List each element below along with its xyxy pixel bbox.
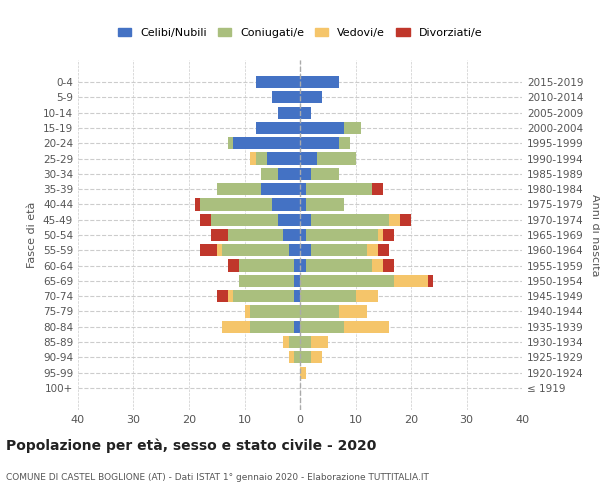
Bar — [300, 352, 311, 364]
Bar — [300, 214, 311, 226]
Bar — [372, 183, 383, 195]
Bar — [300, 198, 305, 210]
Bar — [228, 290, 233, 302]
Bar — [305, 260, 372, 272]
Bar — [217, 183, 261, 195]
Bar — [239, 260, 295, 272]
Bar — [278, 168, 300, 180]
Bar — [261, 183, 300, 195]
Bar — [311, 352, 322, 364]
Bar — [289, 352, 295, 364]
Bar — [300, 76, 339, 88]
Bar — [245, 306, 250, 318]
Bar — [372, 260, 383, 272]
Bar — [289, 244, 300, 256]
Bar — [300, 91, 322, 104]
Bar — [300, 183, 305, 195]
Bar — [261, 168, 278, 180]
Bar — [317, 152, 355, 164]
Bar — [300, 336, 311, 348]
Bar — [305, 198, 344, 210]
Bar — [295, 352, 300, 364]
Y-axis label: Anni di nascita: Anni di nascita — [590, 194, 600, 276]
Bar — [289, 336, 300, 348]
Bar — [300, 152, 317, 164]
Bar — [194, 198, 200, 210]
Bar — [378, 244, 389, 256]
Bar — [239, 275, 295, 287]
Bar — [300, 122, 344, 134]
Bar — [311, 336, 328, 348]
Bar — [300, 320, 344, 333]
Bar — [272, 198, 300, 210]
Bar — [295, 275, 300, 287]
Bar — [250, 320, 295, 333]
Bar — [311, 214, 389, 226]
Legend: Celibi/Nubili, Coniugati/e, Vedovi/e, Divorziati/e: Celibi/Nubili, Coniugati/e, Vedovi/e, Di… — [113, 24, 487, 42]
Bar — [256, 152, 266, 164]
Bar — [256, 122, 300, 134]
Bar — [211, 229, 228, 241]
Text: Popolazione per età, sesso e stato civile - 2020: Popolazione per età, sesso e stato civil… — [6, 438, 376, 453]
Y-axis label: Fasce di età: Fasce di età — [28, 202, 37, 268]
Bar — [295, 260, 300, 272]
Bar — [250, 306, 300, 318]
Bar — [355, 290, 378, 302]
Bar — [311, 244, 367, 256]
Bar — [344, 122, 361, 134]
Bar — [394, 275, 428, 287]
Bar — [217, 244, 222, 256]
Bar — [300, 290, 355, 302]
Bar — [200, 198, 272, 210]
Bar — [339, 137, 350, 149]
Bar — [283, 336, 289, 348]
Bar — [256, 76, 300, 88]
Bar — [250, 152, 256, 164]
Bar — [200, 214, 211, 226]
Bar — [222, 244, 289, 256]
Bar — [305, 229, 378, 241]
Bar — [266, 152, 300, 164]
Bar — [300, 229, 305, 241]
Bar — [300, 168, 311, 180]
Bar — [400, 214, 411, 226]
Bar — [300, 366, 305, 379]
Bar — [383, 260, 394, 272]
Bar — [233, 137, 300, 149]
Bar — [295, 290, 300, 302]
Bar — [378, 229, 383, 241]
Bar — [200, 244, 217, 256]
Bar — [300, 244, 311, 256]
Bar — [211, 214, 278, 226]
Bar — [228, 260, 239, 272]
Bar — [339, 306, 367, 318]
Bar — [300, 306, 339, 318]
Bar — [389, 214, 400, 226]
Bar — [300, 275, 394, 287]
Bar — [228, 137, 233, 149]
Bar — [300, 106, 311, 118]
Bar — [278, 106, 300, 118]
Bar — [300, 137, 339, 149]
Bar — [217, 290, 228, 302]
Bar — [305, 183, 372, 195]
Bar — [344, 320, 389, 333]
Text: COMUNE DI CASTEL BOGLIONE (AT) - Dati ISTAT 1° gennaio 2020 - Elaborazione TUTTI: COMUNE DI CASTEL BOGLIONE (AT) - Dati IS… — [6, 473, 429, 482]
Bar — [272, 91, 300, 104]
Bar — [283, 229, 300, 241]
Bar — [311, 168, 339, 180]
Bar — [278, 214, 300, 226]
Bar — [233, 290, 295, 302]
Bar — [300, 260, 305, 272]
Bar — [428, 275, 433, 287]
Bar — [367, 244, 378, 256]
Bar — [295, 320, 300, 333]
Bar — [228, 229, 283, 241]
Bar — [383, 229, 394, 241]
Bar — [223, 320, 250, 333]
